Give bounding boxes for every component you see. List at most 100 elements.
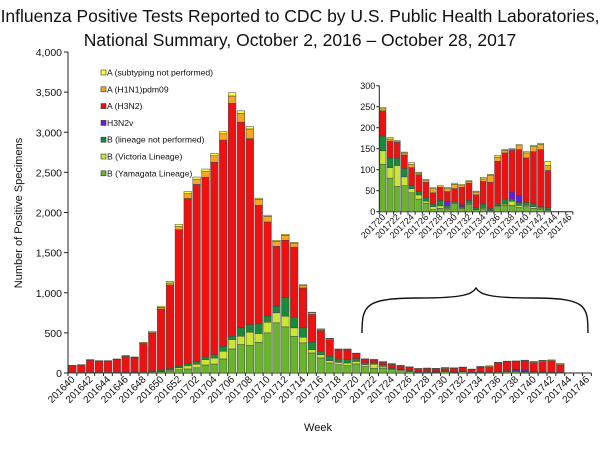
inset-bar-segment: [451, 188, 458, 202]
inset-bar-segment: [537, 144, 544, 150]
inset-bar-segment: [494, 156, 501, 162]
inset-bar-segment: [530, 203, 537, 207]
main-bar-segment: [325, 360, 334, 364]
main-bar-segment: [272, 241, 281, 247]
inset-bar-segment: [465, 180, 473, 182]
main-bar-segment: [139, 343, 148, 372]
inset-bar-segment: [537, 149, 544, 207]
main-bar-segment: [219, 351, 228, 360]
main-bar-segment: [192, 178, 201, 185]
inset-bar-segment: [401, 185, 408, 212]
main-bar-segment: [236, 110, 246, 114]
main-bar-segment: [174, 229, 183, 367]
y-tick-label: 0: [56, 368, 62, 380]
inset-bar-segment: [401, 176, 408, 186]
inset-bar-segment: [386, 137, 394, 140]
main-bar-segment: [272, 240, 281, 242]
inset-bar-segment: [422, 197, 430, 202]
inset-bar-segment: [429, 206, 437, 210]
main-bar-segment: [219, 131, 228, 134]
main-bar-segment: [281, 297, 290, 317]
main-bar-segment: [361, 362, 370, 365]
inset-bar-segment: [487, 208, 494, 211]
main-bar-segment: [201, 364, 210, 374]
main-bar-segment: [192, 176, 201, 180]
inset-bar-segment: [479, 181, 487, 205]
inset-bar-segment: [408, 185, 415, 189]
inset-bar-segment: [393, 165, 401, 187]
main-bar-segment: [307, 314, 316, 343]
main-bar-segment: [307, 342, 316, 350]
inset-bar-segment: [494, 161, 501, 205]
inset-bar-segment: [444, 209, 451, 212]
inset-bar-segment: [479, 178, 487, 182]
inset-bar-segment: [508, 191, 516, 200]
main-bar-segment: [236, 327, 246, 337]
main-bar-segment: [405, 367, 414, 371]
inset-bar-segment: [522, 202, 530, 206]
legend-swatch: [100, 69, 107, 76]
main-bar-segment: [201, 170, 210, 178]
inset-bar-segment: [415, 174, 423, 192]
inset-bar-segment: [530, 146, 537, 152]
inset-bar-segment: [415, 191, 423, 196]
y-tick-label: 500: [44, 328, 62, 340]
inset-y-tick-label: 0: [370, 207, 375, 217]
main-bar-segment: [299, 342, 308, 374]
main-bar-segment: [263, 216, 272, 223]
main-bar-segment: [192, 361, 201, 365]
main-bar-segment: [272, 322, 281, 374]
inset-bar-segment: [537, 206, 544, 209]
main-bar-segment: [192, 367, 201, 374]
inset-bar-segment: [472, 209, 480, 212]
main-bar-segment: [210, 153, 219, 157]
inset-bar-segment: [501, 205, 509, 212]
inset-bar-segment: [530, 206, 537, 209]
inset-bar-segment: [530, 151, 537, 205]
y-tick-label: 2,500: [36, 167, 62, 179]
main-bar-segment: [369, 367, 379, 374]
inset-bar-segment: [465, 182, 473, 201]
main-bar-segment: [334, 364, 343, 374]
main-bar-segment: [165, 370, 175, 374]
main-bar-segment: [458, 367, 467, 372]
inset-bar-segment: [515, 149, 523, 196]
main-bar-segment: [228, 348, 237, 374]
inset-bar-segment: [522, 151, 530, 154]
main-bar-segment: [290, 327, 299, 337]
main-bar-segment: [210, 354, 219, 359]
main-bar-segment: [494, 363, 503, 372]
main-bar-segment: [378, 367, 387, 374]
main-bar-segment: [245, 324, 254, 333]
main-bar-segment: [94, 361, 104, 373]
main-bar-segment: [183, 191, 192, 194]
main-bar-segment: [378, 361, 387, 365]
main-bar-segment: [263, 315, 272, 323]
inset-y-tick-label: 100: [360, 165, 375, 175]
legend-label: B (lineage not performed): [107, 135, 205, 145]
main-bar-segment: [236, 335, 246, 345]
main-bar-segment: [174, 226, 183, 231]
inset-y-tick-label: 150: [360, 144, 375, 154]
inset-bar-segment: [522, 157, 530, 203]
inset-bar-segment: [501, 149, 509, 151]
inset-bar-segment: [386, 167, 394, 179]
inset-bar-segment: [436, 200, 444, 207]
main-bar-segment: [281, 235, 290, 241]
main-bar-segment: [511, 361, 520, 370]
main-bar-segment: [228, 339, 237, 350]
inset-bar-segment: [537, 209, 544, 212]
main-bar-segment: [192, 363, 201, 369]
main-bar-segment: [254, 342, 263, 374]
main-bar-segment: [352, 358, 361, 362]
main-bar-segment: [245, 138, 254, 325]
inset-bar-segment: [429, 187, 437, 189]
legend-swatch: [100, 120, 107, 126]
inset-bar-segment: [530, 145, 537, 147]
inset-bar-segment: [379, 150, 387, 165]
y-tick-label: 2,000: [36, 208, 62, 220]
inset-bar-segment: [465, 200, 473, 204]
inset-bar-segment: [501, 198, 509, 205]
main-bar-segment: [228, 92, 237, 97]
